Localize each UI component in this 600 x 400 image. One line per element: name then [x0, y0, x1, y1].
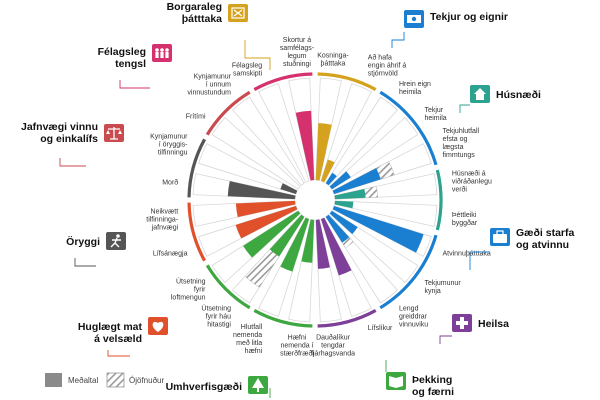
track-housing-1	[334, 200, 438, 227]
indicator-label-wellbeing-1: Neikvætt tilfinninga-jafnvægi	[146, 209, 179, 232]
callout-line-social	[119, 80, 150, 89]
indicator-label-health-1: Dauðalíkur tengdar fjárhagsvanda	[311, 333, 355, 357]
briefcase-icon	[490, 228, 510, 246]
track-civic-1	[320, 83, 372, 183]
runner-icon	[106, 232, 126, 250]
indicator-label-income-2: Tekjuhlutfall efsta og lægsta fimmtungs	[442, 128, 479, 159]
ring-arc-balance	[205, 90, 251, 136]
health-icon	[452, 314, 472, 332]
heart-icon	[148, 317, 168, 335]
ballot-icon	[228, 4, 248, 22]
average-bar-income-2	[332, 168, 381, 194]
indicator-label-wellbeing-0: Lífsánægja	[153, 250, 188, 257]
average-bar-safety-0	[227, 181, 296, 200]
dimension-title-civic: Borgaraleg þátttaka	[167, 1, 223, 25]
dimension-title-environment: Umhverfisgæði	[166, 381, 243, 393]
legend-inequality-label: Ójöfnuður	[129, 376, 164, 385]
indicator-label-safety-0: Morð	[162, 178, 178, 186]
indicator-label-balance-1: Kynjamunur í unnum vinnustundum	[187, 74, 231, 97]
ring-arc-safety	[187, 138, 206, 198]
average-bar-wellbeing-1	[235, 200, 296, 218]
money-icon	[404, 10, 424, 28]
dimension-title-income: Tekjur og eignir	[430, 11, 508, 23]
average-bar-health-0	[321, 217, 352, 276]
track-social-0	[258, 83, 310, 183]
average-bar-knowledge-1	[280, 217, 309, 272]
callout-line-civic	[244, 40, 271, 70]
indicator-label-jobs-2: Lengd greiddrar vinnuviku	[399, 305, 428, 328]
ring-arc-income	[379, 90, 438, 166]
indicator-label-housing-0: Húsnæði á viðráðanlegu verði	[452, 169, 492, 193]
house-icon	[470, 85, 490, 103]
average-bar-knowledge-0	[301, 219, 315, 263]
ring-arc-social	[253, 72, 313, 91]
indicator-label-civic-0: Kosninga-þátttaka	[317, 53, 349, 68]
ring-arc-knowledge	[253, 309, 313, 328]
indicator-label-health-0: Lífslíkur	[368, 325, 393, 332]
average-bar-jobs-0	[332, 206, 424, 253]
callout-line-jobs	[469, 251, 490, 270]
ring-arc-civic	[317, 72, 377, 91]
callout-line-wellbeing	[107, 350, 130, 357]
dimension-title-wellbeing: Huglægt mat á velsæld	[78, 321, 143, 345]
dimension-title-social: Félagsleg tengsl	[98, 46, 147, 70]
average-bar-jobs-2	[325, 214, 350, 243]
average-bar-environment-0	[269, 214, 305, 257]
track-safety-1	[198, 143, 298, 195]
track-balance-0	[211, 117, 301, 190]
dimension-title-balance: Jafnvægi vinnu og einkalífs	[21, 121, 98, 145]
average-bar-housing-0	[334, 189, 366, 200]
legend-average-label: Meðaltal	[68, 376, 98, 385]
indicator-label-safety-1: Kynjamunur í öryggis-tilfinningu	[150, 134, 188, 157]
people-icon	[152, 44, 172, 62]
indicator-label-jobs-1: Tekjumunur kynja	[424, 280, 461, 295]
average-bar-environment-1	[243, 210, 301, 258]
callout-line-safety	[74, 258, 96, 267]
indicator-label-environment-1: Útsetning fyrir loftmengun	[171, 276, 206, 301]
indicator-label-housing-1: Þéttleiki byggðar	[452, 212, 478, 227]
indicator-label-knowledge-0: Hæfni nemenda í stærðfræði	[280, 334, 314, 357]
callout-line-income	[391, 32, 405, 48]
average-bar-safety-1	[280, 183, 298, 194]
callout-line-health	[439, 335, 452, 344]
ring-arc-health	[317, 309, 377, 328]
ring-arc-housing	[435, 169, 443, 231]
track-balance-1	[232, 96, 305, 186]
book-icon	[386, 372, 406, 390]
indicator-label-income-0: Hrein eign heimila	[399, 81, 431, 96]
dimension-title-housing: Húsnæði	[496, 89, 541, 101]
indicator-label-social-0: Félagsleg samskipti	[232, 62, 263, 77]
indicator-label-environment-0: Útsetning fyrir háu hitastigi	[201, 303, 231, 328]
dimension-title-safety: Öryggi	[66, 235, 100, 248]
tree-icon	[248, 376, 268, 394]
indicator-label-jobs-0: Atvinnuþátttaka	[442, 250, 490, 257]
indicator-label-income-1: Tekjur heimila	[424, 107, 446, 122]
ring-arc-wellbeing	[187, 202, 206, 262]
ring-arc-jobs	[379, 234, 438, 310]
legend-inequality-swatch	[106, 372, 125, 388]
average-bar-health-1	[315, 219, 330, 269]
legend-average-swatch	[45, 373, 62, 387]
callout-line-balance	[59, 158, 86, 167]
average-bar-income-0	[325, 172, 337, 186]
average-bar-civic-1	[321, 159, 335, 183]
average-bar-jobs-1	[329, 210, 358, 235]
average-bar-housing-1	[334, 200, 354, 209]
dimension-title-jobs: Gæði starfa og atvinnu	[516, 227, 575, 251]
indicator-label-knowledge-1: Hlutfall nemenda með litla hæfni	[233, 324, 263, 355]
average-bar-civic-0	[315, 122, 332, 181]
dimension-title-health: Heilsa	[478, 318, 509, 330]
indicator-label-social-1: Skortur á samfélags-legum stuðningi	[280, 37, 315, 68]
callout-line-housing	[459, 104, 470, 113]
ring-arc-environment	[205, 264, 251, 310]
dimension-title-knowledge: Þekking og færni	[412, 374, 454, 398]
average-bar-income-1	[329, 171, 351, 190]
average-bar-social-1	[295, 110, 315, 181]
indicator-label-balance-0: Frítími	[186, 113, 206, 120]
scale-icon	[104, 124, 124, 142]
average-bar-wellbeing-0	[235, 206, 298, 239]
indicator-label-civic-1: Að hafa engin áhrif á stjórnvöld	[368, 54, 407, 78]
